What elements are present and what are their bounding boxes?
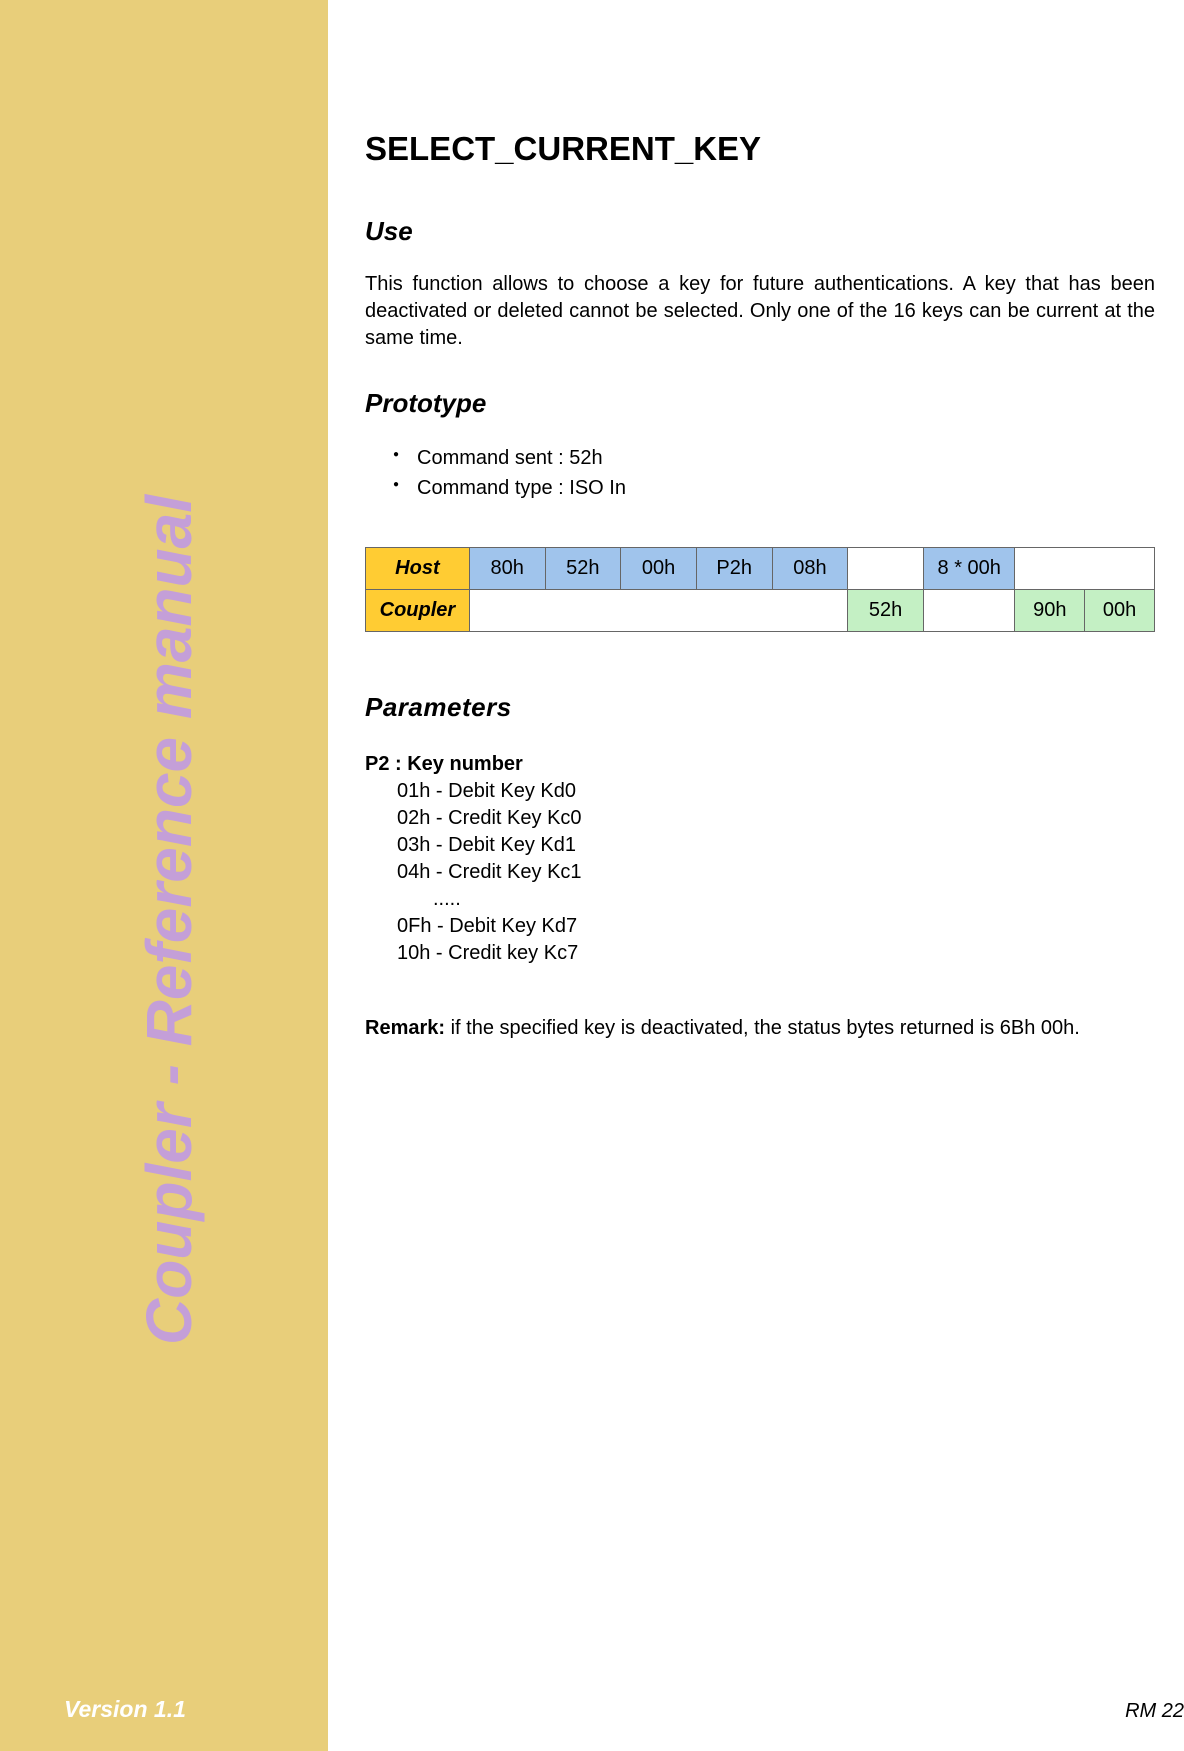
use-text: This function allows to choose a key for… (365, 271, 1155, 352)
param-line: 10h - Credit key Kc7 (365, 940, 1155, 967)
table-cell: P2h (696, 548, 772, 590)
table-cell (923, 590, 1015, 632)
sidebar: Coupler - Reference manual Version 1.1 (0, 0, 328, 1751)
use-heading: Use (365, 216, 1155, 247)
parameters-heading: Parameters (365, 692, 1155, 723)
sidebar-title: Coupler - Reference manual (132, 495, 206, 1345)
prototype-heading: Prototype (365, 388, 1155, 419)
table-cell: 08h (772, 548, 848, 590)
prototype-list: Command sent : 52h Command type : ISO In (393, 443, 1155, 503)
list-item: Command sent : 52h (393, 443, 1155, 473)
coupler-label: Coupler (366, 590, 470, 632)
param-line: 02h - Credit Key Kc0 (365, 805, 1155, 832)
param-line: ..... (365, 886, 1155, 913)
page-number: RM 22 (1125, 1700, 1184, 1723)
remark-text: if the specified key is deactivated, the… (445, 1017, 1080, 1039)
param-line: 03h - Debit Key Kd1 (365, 832, 1155, 859)
version-label: Version 1.1 (64, 1696, 186, 1723)
page-title: SELECT_CURRENT_KEY (365, 130, 1155, 168)
param-line: 04h - Credit Key Kc1 (365, 859, 1155, 886)
table-cell: 8 * 00h (923, 548, 1015, 590)
param-line: 0Fh - Debit Key Kd7 (365, 913, 1155, 940)
content-area: SELECT_CURRENT_KEY Use This function all… (365, 130, 1155, 1042)
table-row: Coupler 52h 90h 00h (366, 590, 1155, 632)
parameters-block: P2 : Key number 01h - Debit Key Kd0 02h … (365, 751, 1155, 967)
remark-label: Remark: (365, 1017, 445, 1039)
table-cell: 52h (848, 590, 924, 632)
remark: Remark: if the specified key is deactiva… (365, 1015, 1155, 1042)
param-line: 01h - Debit Key Kd0 (365, 778, 1155, 805)
table-cell (1015, 548, 1155, 590)
list-item: Command type : ISO In (393, 473, 1155, 503)
table-cell: 90h (1015, 590, 1085, 632)
table-cell: 80h (469, 548, 545, 590)
table-cell: 00h (621, 548, 697, 590)
param-label: P2 : Key number (365, 753, 523, 775)
table-row: Host 80h 52h 00h P2h 08h 8 * 00h (366, 548, 1155, 590)
table-cell (469, 590, 847, 632)
prototype-table: Host 80h 52h 00h P2h 08h 8 * 00h Coupler… (365, 547, 1155, 632)
table-cell: 52h (545, 548, 621, 590)
table-cell (848, 548, 924, 590)
host-label: Host (366, 548, 470, 590)
table-cell: 00h (1085, 590, 1155, 632)
